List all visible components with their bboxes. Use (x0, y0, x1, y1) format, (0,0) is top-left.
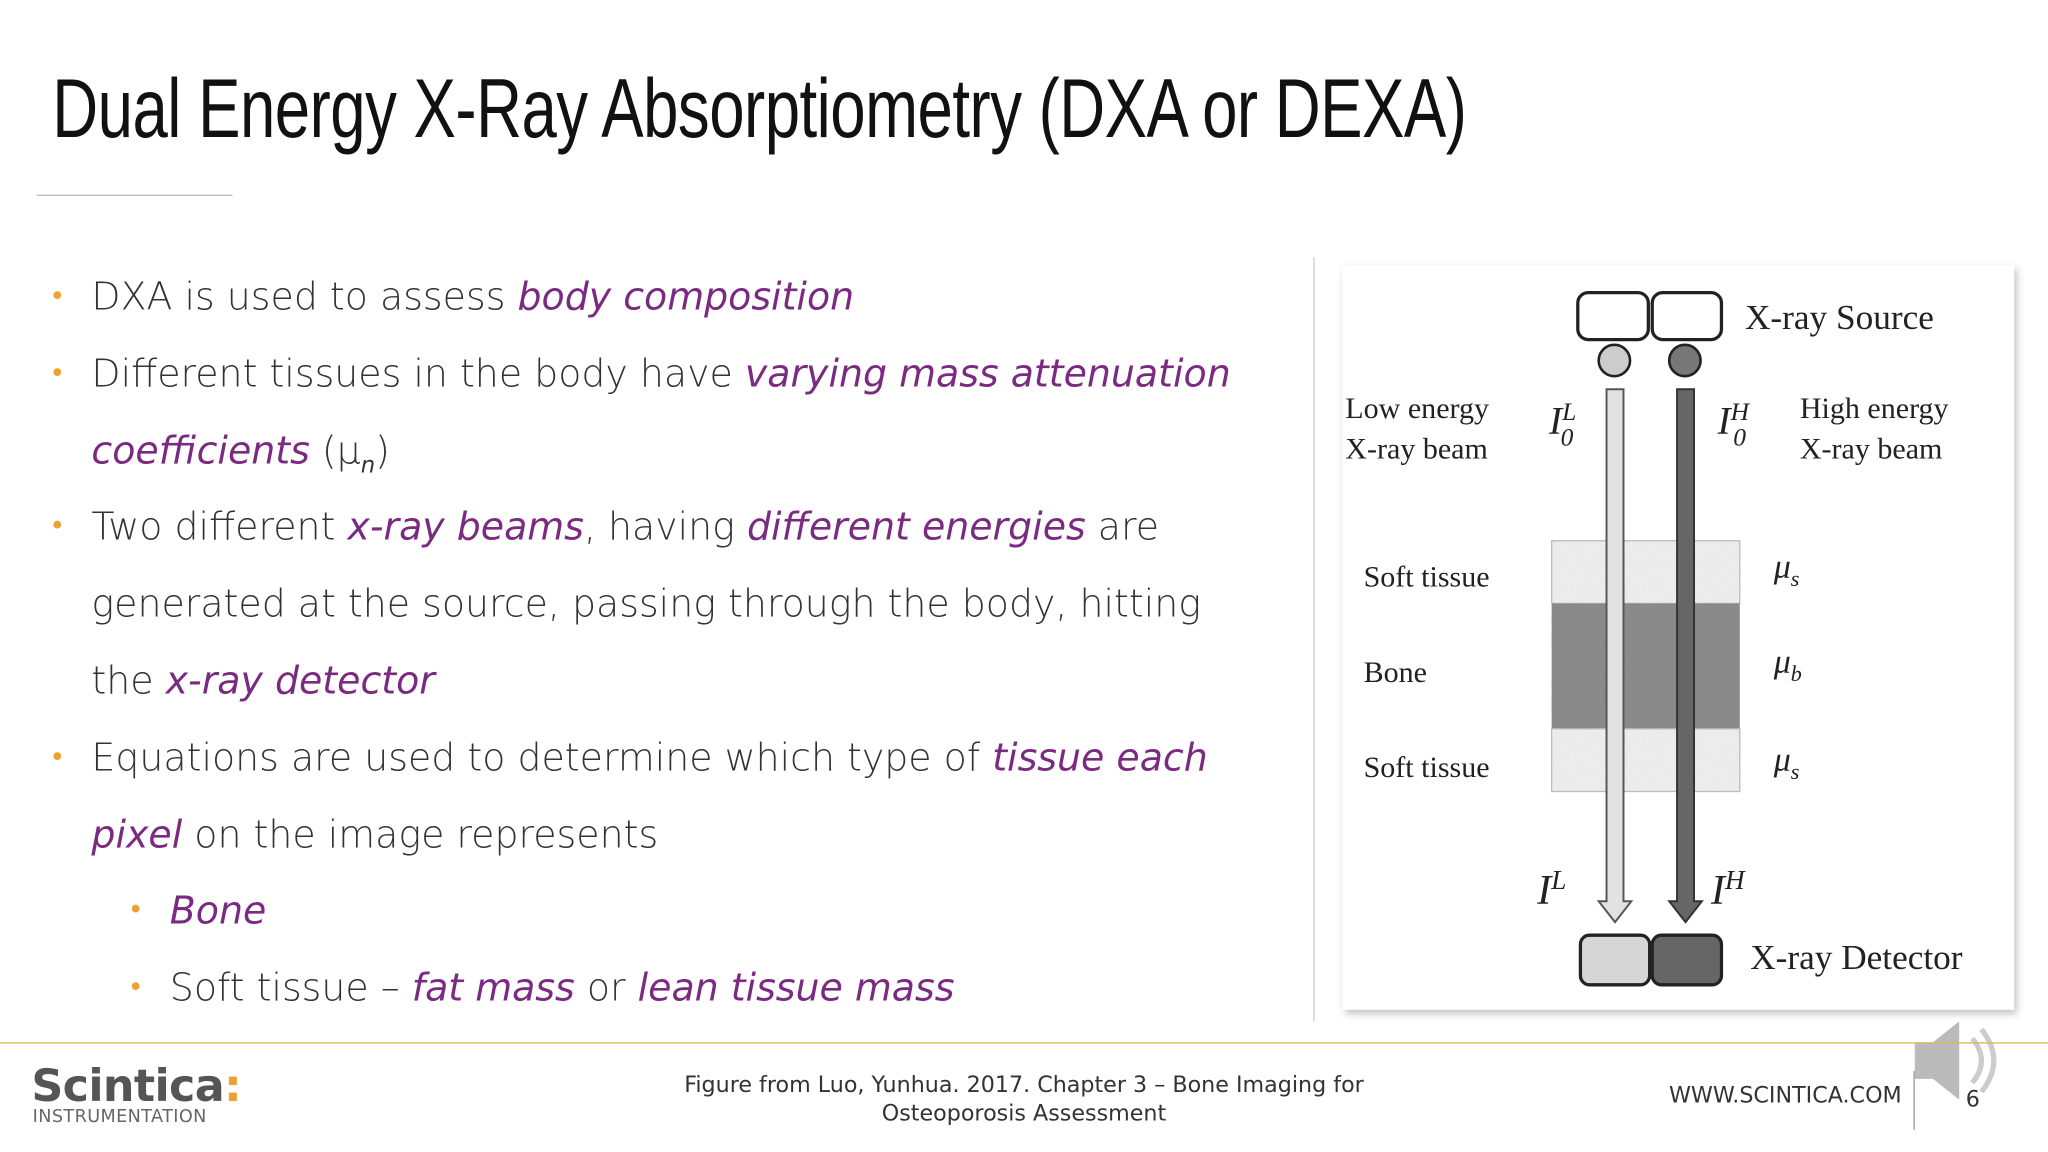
math-base: I (1548, 400, 1564, 443)
bullet: Two different x-ray beams, having differ… (52, 489, 1253, 719)
math-base: I (1717, 400, 1733, 443)
diagram (1551, 290, 1741, 987)
bullet: Different tissues in the body have varyi… (52, 335, 1253, 489)
math-base: I (1710, 868, 1727, 914)
beam-label: Low energy (1345, 392, 1489, 425)
bullet-text: (μ (309, 427, 361, 473)
bullet-text: are generated at the source, passing thr… (91, 504, 1214, 703)
bullet-text: Equations are used to determine which ty… (91, 735, 993, 780)
math-sub: 0 (1733, 422, 1746, 451)
bullet: Equations are used to determine which ty… (52, 719, 1253, 873)
emphasis-text: tissue each pixel (91, 735, 1220, 857)
layer-label: Soft tissue (1364, 751, 1490, 784)
beam-label: X-ray beam (1800, 432, 1943, 465)
detector-label: X-ray Detector (1750, 938, 1963, 977)
layer-label: Soft tissue (1364, 560, 1490, 593)
footer-rule (0, 1042, 2048, 1044)
citation: Figure from Luo, Yunhua. 2017. Chapter 3… (632, 1071, 1416, 1128)
logo-sub: INSTRUMENTATION (32, 1106, 207, 1128)
logo: Scintica: (31, 1061, 241, 1113)
bullet: DXA is used to assess body composition (52, 259, 1253, 336)
bullet-text: Different tissues in the body have (91, 351, 745, 396)
bullet-text: Soft tissue – (169, 965, 412, 1010)
bullet-text: or (574, 965, 638, 1010)
emphasis-text: lean tissue mass (637, 965, 955, 1010)
math-sub: b (1791, 661, 1802, 686)
bullet-text: Two different (91, 504, 348, 550)
math-label: μs (1773, 548, 1800, 590)
bullet-text: on the image represents (182, 811, 659, 857)
layer-label: Bone (1364, 656, 1427, 689)
math-sup: H (1730, 397, 1751, 426)
bullet: Soft tissue – fat mass or lean tissue ma… (131, 950, 1254, 1027)
math-label: μb (1773, 644, 1802, 686)
logo-mark: : (224, 1060, 242, 1113)
speaker-icon (1914, 1021, 1997, 1100)
math-label: IL 0 (1548, 397, 1576, 451)
math-sub: s (1791, 759, 1800, 784)
bullet: Bone (131, 873, 1254, 950)
math-sup: L (1561, 397, 1576, 426)
website: WWW.SCINTICA.COM (1668, 1082, 1902, 1109)
emphasis-text: x-ray beams (347, 504, 584, 550)
math-base: μ (1773, 548, 1791, 585)
math-base: μ (1773, 742, 1791, 779)
math-label: IL (1536, 865, 1566, 914)
math-sub: s (1791, 566, 1800, 591)
beam-label: High energy (1800, 392, 1949, 425)
bullet-text: ) (375, 427, 390, 473)
math-base: I (1536, 868, 1553, 914)
bullet-text: n (360, 452, 376, 479)
citation-line: Figure from Luo, Yunhua. 2017. Chapter 3… (684, 1072, 1364, 1099)
bullet-list: DXA is used to assess body compositionDi… (52, 259, 1254, 1027)
beam-label: X-ray beam (1345, 432, 1488, 465)
math-sub: 0 (1561, 422, 1574, 451)
page-number: 6 (1965, 1086, 1980, 1113)
emphasis-text: x-ray detector (165, 658, 435, 703)
math-label: μs (1773, 742, 1800, 784)
math-sup: L (1550, 865, 1566, 895)
emphasis-text: body composition (517, 274, 855, 319)
bullet-text: DXA is used to assess (91, 274, 518, 319)
math-sup: H (1724, 865, 1746, 895)
source-label: X-ray Source (1745, 298, 1934, 337)
math-label: IH 0 (1717, 397, 1751, 451)
citation-line: Osteoporosis Assessment (881, 1101, 1167, 1128)
math-label: IH (1710, 865, 1746, 914)
slide-title: Dual Energy X-Ray Absorptiometry (DXA or… (52, 61, 1467, 156)
emphasis-text: Bone (169, 888, 267, 934)
logo-text: Scintica (31, 1060, 225, 1113)
math-base: μ (1773, 644, 1791, 681)
footer-divider (1913, 1071, 1915, 1130)
emphasis-text: fat mass (411, 965, 575, 1010)
title-rule (36, 194, 233, 196)
bullet-text: , having (583, 504, 747, 550)
emphasis-text: varying mass attenuation coefficients (91, 351, 1243, 473)
emphasis-text: different energies (746, 504, 1086, 550)
